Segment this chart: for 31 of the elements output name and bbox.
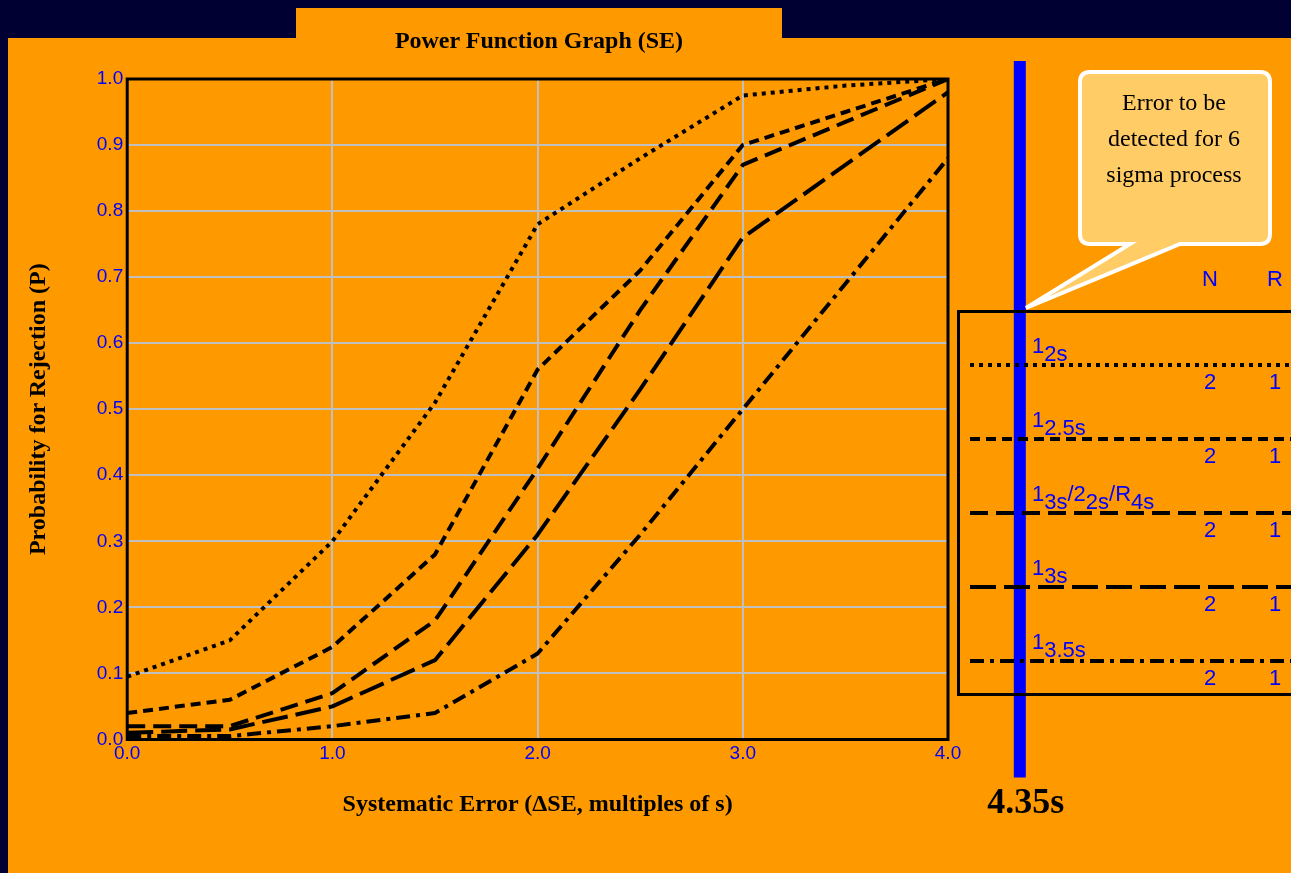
text: 1 — [1268, 443, 1282, 469]
y-tick-label: 1.0 — [96, 67, 124, 89]
y-tick-label: 0.9 — [96, 133, 124, 155]
y-tick-label: 0.8 — [96, 199, 124, 221]
y-tick-label: 0.1 — [96, 661, 124, 683]
y-tick-label: 0.6 — [96, 331, 124, 353]
y-tick-label: 0.3 — [96, 529, 124, 551]
text: 1 — [1268, 591, 1282, 617]
y-axis-title: Probability for Rejection (P) — [23, 263, 50, 556]
text: N — [1202, 266, 1218, 292]
text: 2 — [1203, 369, 1217, 395]
chart-title: Power Function Graph (SE) — [296, 8, 782, 58]
y-tick-label: 0.5 — [96, 397, 124, 419]
text: R — [1267, 266, 1283, 292]
text: Error to be detected for 6 sigma process — [1105, 88, 1243, 189]
y-tick-label: 0.7 — [96, 265, 124, 287]
x-tick-label: 2.0 — [524, 742, 551, 764]
text: 2 — [1203, 665, 1217, 691]
y-tick-label: 0.4 — [96, 463, 124, 485]
ref-line-label: 4.35s — [987, 780, 1065, 821]
x-tick-label: 1.0 — [319, 742, 346, 764]
text: 1 — [1268, 665, 1282, 691]
text: 1 — [1268, 369, 1282, 395]
y-tick-label: 0.2 — [96, 595, 124, 617]
text: 2 — [1203, 517, 1217, 543]
x-tick-label: 3.0 — [729, 742, 757, 764]
x-axis-title: Systematic Error (ΔSE, multiples of s) — [342, 789, 733, 816]
text: 1 — [1268, 517, 1282, 543]
x-tick-label: 4.0 — [934, 742, 962, 764]
text: 2 — [1203, 443, 1217, 469]
text: 2 — [1203, 591, 1217, 617]
